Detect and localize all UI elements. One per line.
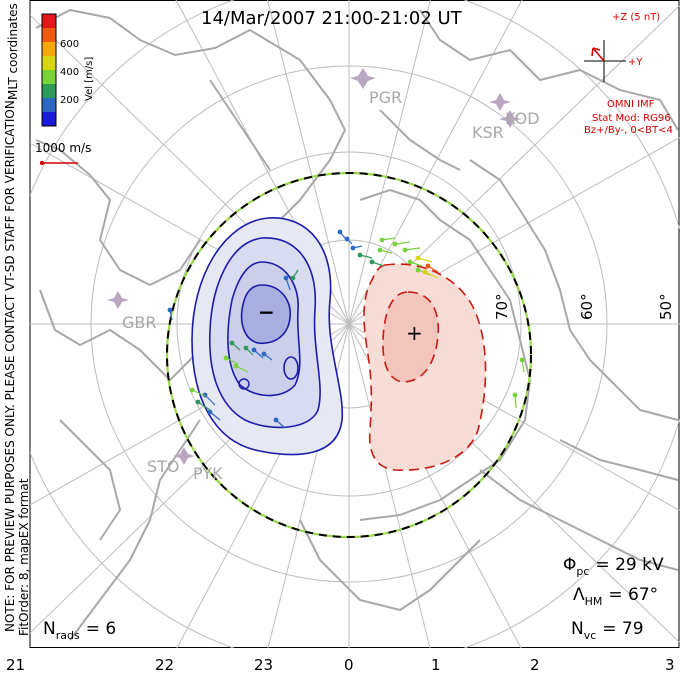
station-label-kod: KOD [505, 109, 540, 128]
colorbar-segment [42, 56, 56, 71]
radar-count-label: Nrads = 6 [43, 619, 116, 642]
vector-count-value: = 79 [602, 619, 643, 639]
negative-cell-symbol: − [258, 300, 275, 324]
preview-note: NOTE: FOR PREVIEW PURPOSES ONLY. PLEASE … [3, 96, 17, 632]
imf-z-label: +Z (5 nT) [612, 12, 660, 23]
vector-count-label: Nvc = 79 [571, 619, 644, 642]
radar-count-value: = 6 [86, 619, 116, 639]
station-marker-pgr [350, 68, 376, 89]
cpcp-subscript: pc [576, 565, 589, 578]
hm-latitude-subscript: HM [585, 595, 603, 608]
colorbar-segment [42, 14, 56, 29]
hm-latitude-symbol: Λ [573, 585, 585, 605]
mlt-tick-21: 21 [6, 656, 25, 674]
hm-latitude-label: ΛHM = 67° [573, 585, 658, 608]
radar-count-symbol: N [43, 619, 56, 639]
station-label-pyk: PYK [193, 464, 223, 483]
positive-cell-inner [382, 291, 440, 383]
negative-cell-core [240, 284, 291, 344]
colorbar-segment [42, 28, 56, 43]
station-marker-ksr [489, 93, 511, 111]
mlt-tick-0: 0 [344, 656, 354, 674]
fitorder-note: FitOrder: 8, mapEX format [17, 478, 31, 636]
imf-vector-arrowhead [591, 47, 601, 57]
velocity-vectors [167, 229, 525, 429]
colorbar-label: Vel [m/s] [84, 57, 95, 101]
station-label-ksr: KSR [472, 123, 504, 142]
station-label-pgr: PGR [369, 88, 402, 107]
cpcp-value: = 29 kV [595, 555, 664, 575]
mlt-tick-22: 22 [155, 656, 174, 674]
coastlines [35, 9, 679, 641]
station-markers [107, 68, 521, 465]
radar-count-subscript: rads [56, 629, 80, 642]
mlt-tick-1: 1 [431, 656, 441, 674]
imf-condition: Bz+/By-, 0<BT<4 [584, 125, 673, 136]
station-marker-kod [499, 110, 521, 128]
station-marker-sto [173, 447, 195, 465]
colorbar-segment [42, 42, 56, 57]
station-marker-gbr [107, 291, 129, 309]
mlt-tick-23: 23 [254, 656, 273, 674]
colorbar-segment [42, 84, 56, 99]
mlt-tick-2: 2 [530, 656, 540, 674]
velocity-colorbar [41, 13, 57, 127]
positive-cell-symbol: + [406, 321, 423, 345]
reference-vector-label: 1000 m/s [35, 141, 91, 155]
station-label-gbr: GBR [122, 313, 157, 332]
stat-model: Stat Mod: RG96 [592, 113, 671, 124]
positive-convection-cell [363, 263, 487, 471]
colorbar-tick-400: 400 [60, 67, 79, 78]
station-label-sto: STO [147, 457, 180, 476]
map-title: 14/Mar/2007 21:00-21:02 UT [201, 8, 463, 29]
colorbar-segment [42, 98, 56, 113]
negative-cell-minor-2 [238, 378, 250, 390]
cpcp-label: Φpc = 29 kV [563, 555, 664, 578]
colorbar-tick-600: 600 [60, 39, 79, 50]
lat-label-50: 50° [657, 293, 675, 320]
coordinate-system-note: MLT coordinates [6, 3, 20, 100]
vector-count-symbol: N [571, 619, 584, 639]
colorbar-tick-200: 200 [60, 95, 79, 106]
lat-label-70: 70° [493, 293, 511, 320]
colorbar-border [41, 13, 57, 127]
hm-boundary [165, 171, 533, 539]
imf-dial [584, 40, 626, 82]
hm-latitude-value: = 67° [608, 585, 658, 605]
cpcp-symbol: Φ [563, 555, 576, 575]
negative-cell-minor [283, 356, 299, 380]
imf-vector [592, 47, 605, 62]
reference-vector-origin [39, 160, 45, 166]
imf-source: OMNI IMF [607, 99, 655, 110]
negative-convection-cell [191, 217, 344, 456]
colorbar-segment [42, 112, 56, 127]
imf-y-label: +Y [628, 57, 643, 68]
lat-label-60: 60° [578, 293, 596, 320]
mlt-tick-3: 3 [665, 656, 675, 674]
vector-count-subscript: vc [584, 629, 597, 642]
colorbar-segment [42, 70, 56, 85]
